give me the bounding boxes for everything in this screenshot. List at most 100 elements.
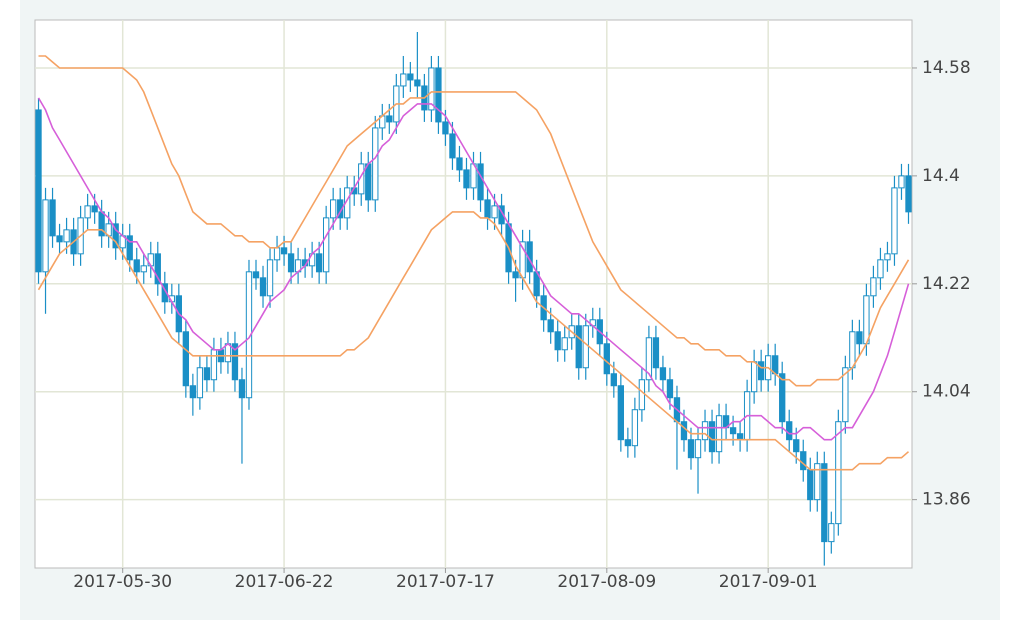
candle-body	[49, 199, 56, 237]
candle-body	[554, 331, 561, 351]
candle-body	[133, 259, 140, 273]
candle-body	[715, 415, 723, 453]
plot-area	[34, 19, 913, 569]
candle-body	[814, 463, 821, 501]
candle-body	[757, 361, 765, 381]
candle-body	[414, 79, 421, 87]
candle-body	[259, 277, 267, 297]
candle-body	[84, 205, 91, 219]
candle-body	[435, 67, 442, 123]
candle-body	[42, 199, 49, 273]
candle-body	[786, 421, 793, 441]
candle-body	[231, 343, 239, 381]
candle-body	[736, 433, 744, 441]
candle-body	[386, 115, 393, 123]
candle-body	[708, 421, 716, 453]
candle-body	[210, 349, 218, 381]
candle-body	[196, 367, 204, 399]
candle-body	[512, 271, 519, 279]
candle-body	[203, 367, 211, 381]
band-line	[37, 97, 910, 441]
candle-body	[575, 325, 582, 369]
candle-body	[463, 169, 470, 189]
candle-body	[224, 343, 232, 363]
candle-body	[238, 379, 246, 399]
candle-body	[189, 385, 197, 399]
candle-body	[140, 265, 147, 273]
candle-body	[315, 253, 323, 273]
candle-body	[729, 427, 737, 435]
y-tick-label: 13.86	[922, 490, 971, 510]
candle-body	[687, 439, 695, 459]
candle-body	[849, 331, 856, 369]
candle-body	[800, 451, 807, 471]
candle-body	[63, 229, 70, 243]
candle-body	[884, 253, 891, 261]
candle-body	[905, 175, 912, 213]
x-tick-label: 2017-06-22	[235, 572, 334, 592]
candle-body	[182, 331, 190, 387]
candle-body	[694, 439, 702, 459]
candle-body	[666, 379, 674, 399]
candle-body	[631, 409, 639, 447]
candle-body	[126, 235, 133, 261]
band-line	[38, 55, 910, 387]
candle-body	[856, 331, 863, 345]
candle-body	[891, 187, 898, 255]
candle-body	[870, 277, 877, 297]
candle-body	[898, 175, 905, 189]
candle-body	[863, 295, 870, 345]
candle-body	[407, 73, 414, 81]
x-tick-label: 2017-07-17	[396, 572, 495, 592]
candle-body	[793, 439, 800, 453]
candle-body	[645, 337, 653, 381]
candle-body	[266, 259, 274, 297]
candle-body	[835, 421, 842, 525]
candle-body	[287, 253, 295, 273]
candle-body	[491, 205, 498, 219]
candle-body	[449, 133, 456, 159]
candle-body	[821, 463, 828, 543]
band-line	[37, 211, 910, 471]
candle-body	[372, 127, 379, 201]
candle-body	[330, 199, 337, 219]
candle-body	[652, 337, 660, 369]
candle-body	[807, 469, 814, 501]
candle-body	[877, 259, 884, 279]
candle-body	[456, 157, 463, 171]
candle-body	[484, 199, 491, 219]
x-tick-label: 2017-05-30	[73, 572, 172, 592]
candle-body	[112, 223, 119, 249]
y-tick-label: 14.58	[922, 58, 971, 78]
candle-body	[617, 385, 625, 441]
candle-body	[428, 67, 435, 111]
candle-body	[624, 439, 632, 447]
candle-body	[442, 121, 449, 135]
y-tick-label: 14.04	[922, 382, 971, 402]
candle-body	[154, 253, 161, 285]
y-tick-label: 14.4	[922, 166, 960, 186]
candle-body	[659, 367, 667, 381]
x-tick-label: 2017-08-09	[557, 572, 656, 592]
y-tick-label: 14.22	[922, 274, 971, 294]
candle-body	[547, 319, 554, 333]
candle-body	[35, 109, 42, 273]
candle-body	[603, 343, 610, 375]
candle-body	[701, 421, 709, 441]
candle-body	[750, 361, 758, 393]
candle-body	[252, 271, 260, 279]
candle-body	[365, 163, 372, 201]
candle-body	[638, 379, 646, 411]
candle-body	[56, 235, 63, 243]
candle-body	[322, 217, 330, 273]
candle-body	[477, 163, 484, 201]
candle-body	[582, 325, 589, 369]
candle-body	[400, 73, 407, 87]
candle-body	[779, 373, 786, 423]
x-tick-label: 2017-09-01	[719, 572, 818, 592]
candle-body	[273, 247, 281, 261]
candle-body	[828, 523, 835, 543]
candle-body	[280, 247, 288, 255]
